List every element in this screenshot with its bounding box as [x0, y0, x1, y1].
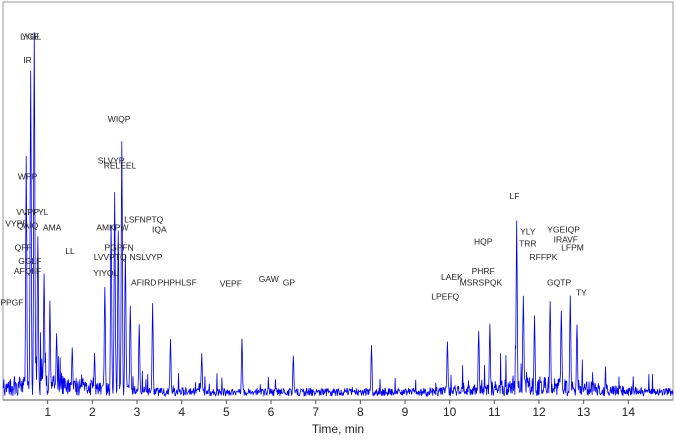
peak-label: IR: [23, 55, 32, 65]
peak-label: AMKPW: [96, 223, 128, 233]
peak-label: RFFPK: [530, 252, 558, 262]
chromatogram-trace: [2, 32, 674, 398]
x-tick-label: 2: [89, 405, 96, 419]
peak-label: AFIRD: [131, 278, 157, 288]
peak-label: LYGL: [20, 31, 41, 41]
peak-label: AFQIIF: [14, 266, 41, 276]
peak-label: QFF: [15, 242, 32, 252]
x-tick-label: 14: [622, 405, 636, 419]
peak-label: VEPF: [220, 279, 242, 289]
peak-label: YGEIQP: [547, 225, 580, 235]
peak-label: PGPFN: [104, 242, 133, 252]
x-axis-title: Time, min: [312, 422, 364, 436]
peak-label: YGE: [22, 31, 40, 41]
x-tick-label: 12: [532, 405, 546, 419]
peak-label: LVVPTQ: [94, 252, 127, 262]
peak-label: HQP: [474, 236, 493, 246]
peak-label: NSLVYP: [129, 252, 162, 262]
peak-label: LPEFQ: [431, 292, 459, 302]
peak-label: PPGF: [0, 297, 23, 307]
peak-label: PHRF: [472, 266, 495, 276]
peak-label: TRR: [519, 238, 536, 248]
x-tick-label: 10: [443, 405, 457, 419]
peak-label: YIYQL: [93, 268, 118, 278]
x-tick-label: 4: [178, 405, 185, 419]
x-tick-label: 1: [44, 405, 51, 419]
plot-area: [2, 1, 674, 401]
peak-label: LAEK: [441, 272, 463, 282]
x-tick-label: 8: [357, 405, 364, 419]
peak-label: QAIQ: [17, 221, 39, 231]
peak-label: LL: [65, 246, 75, 256]
peak-label: GAW: [259, 274, 279, 284]
x-tick-label: 6: [268, 405, 275, 419]
x-tick-label: 5: [223, 405, 230, 419]
peak-label: VVPP: [16, 207, 39, 217]
x-tick-label: 13: [577, 405, 591, 419]
peak-label: GGLF: [18, 256, 41, 266]
x-axis-ticks: 1 2 3 4 5 6 7 8 9 10 11 12 13 14: [44, 400, 635, 419]
peak-label: RELEEL: [104, 161, 137, 171]
peak-label: LSFNPTQ: [124, 215, 164, 225]
peak-label: VYPF: [5, 219, 27, 229]
x-tick-label: 3: [134, 405, 141, 419]
peak-label: GP: [283, 278, 296, 288]
x-tick-label: 11: [488, 405, 501, 419]
x-tick-label: 7: [312, 405, 319, 419]
peak-label: TY: [576, 288, 587, 298]
peak-label: LF: [509, 191, 519, 201]
peak-label: IRAVF: [554, 234, 578, 244]
trace-line: [2, 32, 674, 398]
peak-label: WIQP: [108, 114, 131, 124]
peak-label: MSRSPQK: [460, 278, 503, 288]
peak-label: YL: [38, 207, 49, 217]
peak-label: SLVYP: [98, 156, 125, 166]
peak-label: YLY: [520, 227, 536, 237]
peak-label: IQA: [152, 225, 167, 235]
peak-label: GQTP: [547, 278, 571, 288]
peak-label: WPP: [18, 171, 38, 181]
peak-label: AMA: [43, 223, 62, 233]
peak-label: LFPM: [561, 242, 584, 252]
x-tick-label: 9: [402, 405, 409, 419]
peak-label: PHPHLSF: [158, 278, 197, 288]
